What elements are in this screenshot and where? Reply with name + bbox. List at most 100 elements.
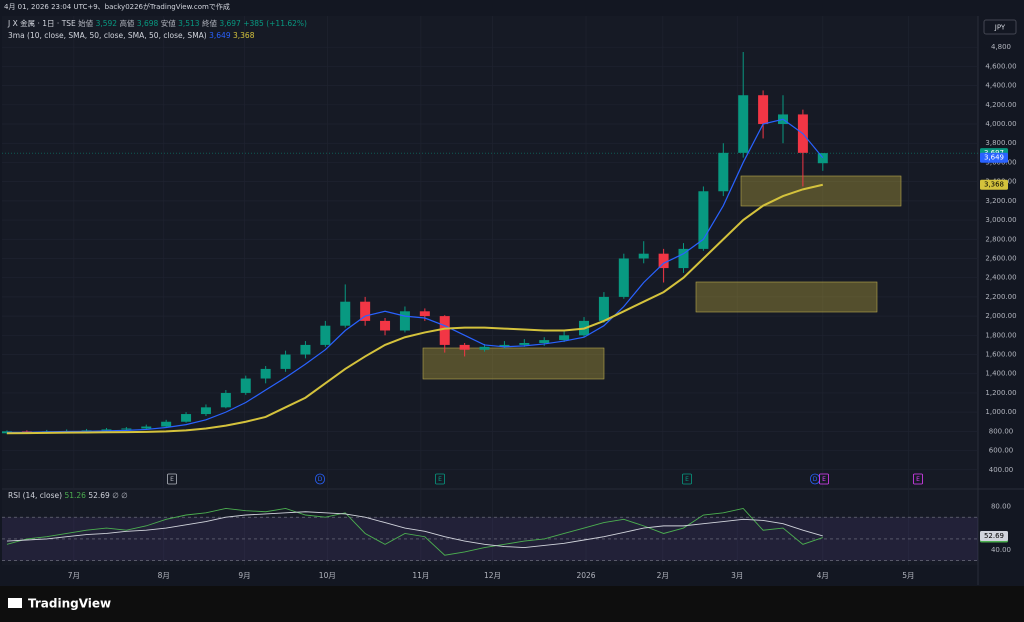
y-tick-label: 80.00 [991, 502, 1011, 510]
caption: 4月 01, 2026 23:04 UTC+9、backy0226がTradin… [4, 2, 230, 11]
y-tick-label: 4,800 [991, 43, 1011, 51]
event-label: E [916, 476, 920, 483]
change: +385 (+11.62%) [243, 19, 307, 28]
candle-body [817, 153, 828, 164]
candle-body [758, 95, 769, 125]
zone [695, 281, 878, 313]
candle-body [161, 421, 172, 427]
candle-body [598, 296, 609, 321]
event-marker [913, 473, 923, 485]
y-tick-label: 4,000.00 [985, 120, 1016, 128]
candle-body [200, 407, 211, 415]
candle-body [479, 346, 490, 350]
rsi-extra: ∅ ∅ [112, 491, 127, 500]
candle-body [280, 354, 291, 369]
y-tick-label: 1,800.00 [985, 331, 1016, 339]
x-tick-label: 10月 [319, 571, 336, 580]
candle-body [399, 311, 410, 331]
candle-body [240, 378, 251, 393]
candle-body [121, 428, 132, 430]
moving-average [6, 118, 824, 433]
candle-body [698, 191, 709, 249]
event-label: E [685, 476, 689, 483]
event-marker [315, 473, 325, 485]
ohlc-label: 安値 [161, 18, 176, 28]
indicator-value: 3,368 [233, 31, 255, 40]
event-label: D [813, 476, 818, 483]
candle-body [360, 301, 371, 321]
candle-body [380, 320, 391, 331]
y-tick-label: 2,800.00 [985, 235, 1016, 243]
event-marker [819, 473, 829, 485]
x-tick-label: 11月 [412, 571, 429, 580]
event-marker [682, 473, 692, 485]
x-tick-label: 8月 [158, 571, 170, 580]
candle-body [618, 258, 629, 297]
candle-body [260, 368, 271, 379]
price-tag-label: 52.69 [984, 532, 1004, 540]
y-tick-label: 2,000.00 [985, 312, 1016, 320]
event-label: E [170, 476, 174, 483]
y-tick-label: 1,400.00 [985, 370, 1016, 378]
y-tick-label: 1,200.00 [985, 389, 1016, 397]
symbol-header: J X 金属 · 1日 · TSE 始値 3,592 高値 3,698 安値 3… [7, 18, 307, 28]
candle-body [519, 342, 530, 345]
candle-body [559, 335, 570, 341]
candle-body [539, 340, 550, 343]
ohlc-label: 高値 [119, 18, 134, 28]
rsi-title: RSI (14, close) [8, 491, 62, 500]
price-pane [2, 16, 978, 488]
candle-body [678, 248, 689, 269]
price-tag [980, 152, 1008, 163]
ohlc-value: 3,697 [219, 19, 241, 28]
y-tick-label: 400.00 [989, 466, 1014, 474]
candle-body [101, 429, 112, 431]
y-tick-label: 4,200.00 [985, 101, 1016, 109]
candle-body [718, 152, 729, 192]
y-tick-label: 600.00 [989, 447, 1014, 455]
candle-body [419, 311, 430, 317]
candle-body [738, 95, 749, 153]
y-tick-label: 40.00 [991, 546, 1011, 554]
price-tag-label: 3,649 [984, 154, 1004, 162]
rsi-line [6, 511, 823, 549]
indicator-header: 3ma (10, close, SMA, 50, close, SMA, 50,… [8, 31, 255, 40]
x-tick-label: 3月 [731, 571, 743, 580]
price-tag [980, 179, 1008, 190]
ohlc-label: 始値 [78, 18, 93, 28]
ohlc-value: 3,513 [178, 19, 200, 28]
logo [8, 598, 22, 608]
y-tick-label: 2,600.00 [985, 254, 1016, 262]
zone [422, 347, 605, 380]
y-tick-label: 2,200.00 [985, 293, 1016, 301]
x-tick-label: 5月 [902, 571, 914, 580]
event-label: E [438, 476, 442, 483]
ohlc-value: 3,592 [96, 19, 118, 28]
x-tick-label: 2月 [657, 571, 669, 580]
y-tick-label: 800.00 [989, 427, 1014, 435]
indicator-value: 3,649 [209, 31, 231, 40]
currency[interactable]: JPY [994, 24, 1006, 32]
rsi-value: 52.69 [88, 491, 110, 500]
event-marker [435, 473, 445, 485]
symbol: J X 金属 · 1日 · TSE [7, 18, 76, 28]
x-tick-label: 7月 [68, 571, 80, 580]
rsi-value: 51.26 [64, 491, 86, 500]
footer [0, 586, 1024, 622]
candle-body [439, 316, 450, 345]
candle-body [658, 253, 669, 269]
y-tick-label: 2,400.00 [985, 274, 1016, 282]
candle-body [181, 414, 192, 422]
candle-body [340, 301, 351, 326]
event-label: D [318, 476, 323, 483]
y-tick-label: 4,600.00 [985, 62, 1016, 70]
moving-average [6, 183, 824, 435]
y-tick-label: 3,800.00 [985, 139, 1016, 147]
ohlc-label: 終値 [202, 18, 217, 28]
price-tag [980, 530, 1008, 541]
price-tag-label: 3,368 [984, 181, 1004, 189]
y-tick-label: 4,400.00 [985, 82, 1016, 90]
event-marker [167, 473, 177, 485]
candle-body [499, 344, 510, 347]
currency-button[interactable] [983, 19, 1017, 35]
